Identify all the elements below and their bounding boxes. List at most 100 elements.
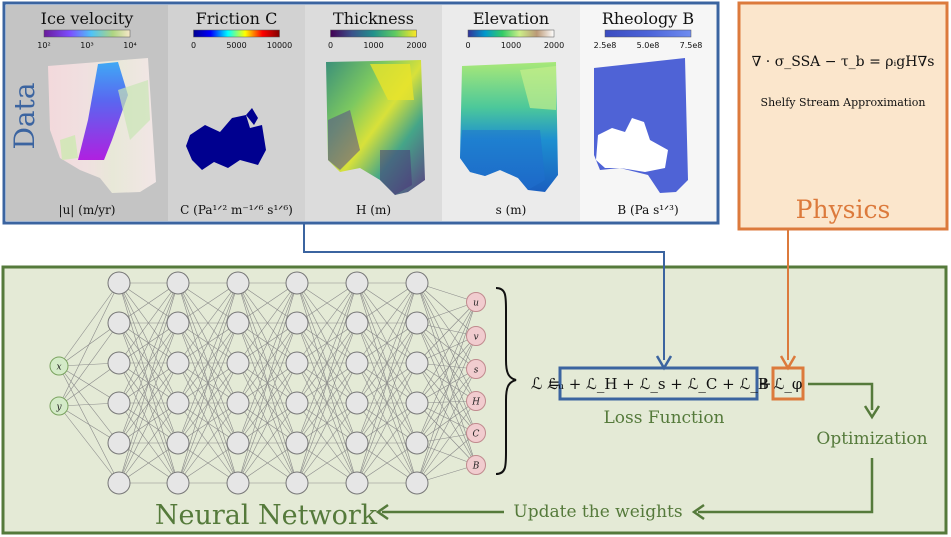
- input-node-x-label: x: [56, 363, 61, 373]
- hidden-neuron-circle: [107, 271, 131, 295]
- network-connection: [296, 402, 358, 484]
- hidden-neuron-circle: [226, 431, 250, 455]
- output-node-H-circle: [466, 391, 486, 411]
- rheology-map: [594, 58, 688, 193]
- hidden-neuron-circle: [285, 391, 309, 415]
- hidden-neuron: [226, 471, 250, 495]
- hidden-neuron-circle: [405, 391, 429, 415]
- network-connection: [356, 402, 418, 484]
- colorbar: [43, 29, 131, 38]
- network-connection: [237, 402, 298, 484]
- hidden-neuron: [166, 351, 190, 375]
- network-connection: [356, 282, 418, 364]
- hidden-neuron-circle: [345, 271, 369, 295]
- physics-title: Physics: [796, 195, 891, 224]
- hidden-neuron: [166, 391, 190, 415]
- network-connection: [356, 282, 418, 444]
- hidden-neuron-circle: [285, 271, 309, 295]
- field-title: Rheology B: [602, 9, 694, 28]
- network-connection: [58, 405, 120, 484]
- hidden-neuron-circle: [405, 431, 429, 455]
- network-connection: [416, 362, 477, 466]
- colorbar-tick-label: 2000: [544, 41, 564, 50]
- colorbar-tick-label: 0: [328, 41, 333, 50]
- network-connection: [416, 362, 477, 434]
- network-connection: [356, 282, 418, 404]
- network-connection: [118, 282, 179, 404]
- network-connection: [416, 362, 477, 402]
- hidden-neuron-circle: [166, 391, 190, 415]
- network-connection: [416, 301, 477, 364]
- input-node-y-label: y: [55, 403, 62, 413]
- network-connection: [118, 282, 179, 364]
- network-connection: [177, 362, 239, 484]
- optimization-label: Optimization: [816, 429, 927, 449]
- hidden-neuron: [345, 391, 369, 415]
- network-connection: [356, 322, 418, 484]
- ssa-equation: ∇ · σ_SSA − τ_b = ρᵢgH∇s: [752, 54, 935, 70]
- network-connection: [177, 282, 239, 484]
- network-connection: [237, 442, 298, 484]
- hidden-neuron-circle: [285, 471, 309, 495]
- hidden-neuron-circle: [405, 471, 429, 495]
- ssa-subtitle: Shelfy Stream Approximation: [761, 96, 926, 109]
- colorbar: [604, 29, 692, 38]
- hidden-neuron: [226, 431, 250, 455]
- hidden-neuron-circle: [107, 431, 131, 455]
- network-connection: [416, 368, 477, 484]
- network-connection: [58, 362, 120, 407]
- data-to-loss-arrowhead: [655, 355, 673, 371]
- input-node-y: y: [49, 396, 69, 416]
- hidden-neuron-circle: [226, 471, 250, 495]
- network-connection: [416, 335, 477, 404]
- hidden-neuron-circle: [405, 271, 429, 295]
- hidden-neuron: [285, 431, 309, 455]
- hidden-neuron-circle: [345, 311, 369, 335]
- colorbar-tick-label: 2.5e8: [594, 41, 617, 50]
- physics-to-loss-arrowhead: [779, 355, 797, 371]
- network-connection: [296, 282, 358, 484]
- loss-function-label: Loss Function: [603, 408, 724, 428]
- network-connection: [356, 442, 418, 484]
- output-node-C-label: C: [473, 430, 480, 440]
- network-connection: [416, 400, 477, 484]
- flow-arrows: Optimization Update the weights: [303, 224, 928, 522]
- data-loss-terms: ℒᵤ + ℒ_H + ℒ_s + ℒ_C + ℒ_B: [547, 375, 769, 393]
- hidden-neuron: [166, 311, 190, 335]
- hidden-neuron: [226, 311, 250, 335]
- field-unit-label: C (Pa¹ᐟ² m⁻¹ᐟ⁶ s¹ᐟ⁶): [180, 203, 293, 217]
- network-connection: [177, 442, 239, 484]
- field-unit-label: H (m): [356, 203, 391, 217]
- colorbar: [330, 29, 417, 38]
- network-connection: [177, 282, 239, 404]
- colorbar-tick-label: 5.0e8: [637, 41, 660, 50]
- data-loss-box: [558, 366, 759, 401]
- output-node-u-circle: [466, 292, 486, 312]
- network-connection: [177, 282, 239, 444]
- network-connection: [118, 282, 179, 444]
- hidden-neuron-circle: [166, 311, 190, 335]
- hidden-neuron: [405, 311, 429, 335]
- network-connection: [296, 282, 358, 444]
- input-node-x: x: [49, 356, 69, 376]
- output-node-s: s: [466, 359, 486, 379]
- network-connection: [237, 322, 298, 484]
- hidden-neuron-circle: [166, 351, 190, 375]
- hidden-neuron-circle: [226, 311, 250, 335]
- colorbar-tick-label: 10³: [80, 41, 93, 50]
- data-title: Data: [8, 82, 41, 149]
- network-connection: [416, 282, 477, 370]
- colorbar-tick-label: 1000: [501, 41, 521, 50]
- network-connection: [416, 322, 477, 370]
- colorbar-tick-label: 7.5e8: [680, 41, 703, 50]
- network-connection: [237, 282, 298, 444]
- hidden-neuron: [285, 271, 309, 295]
- hidden-neuron-circle: [226, 391, 250, 415]
- hidden-neuron-circle: [405, 311, 429, 335]
- hidden-neuron: [107, 391, 131, 415]
- network-connection: [118, 402, 179, 484]
- network-connection: [416, 432, 477, 484]
- loss-plus: +: [758, 374, 771, 393]
- network-connection: [416, 335, 477, 484]
- field-panel-2: Friction C 0 5000 10000 C (Pa¹ᐟ² m⁻¹ᐟ⁶ s¹ᐟ⁶): [168, 5, 305, 221]
